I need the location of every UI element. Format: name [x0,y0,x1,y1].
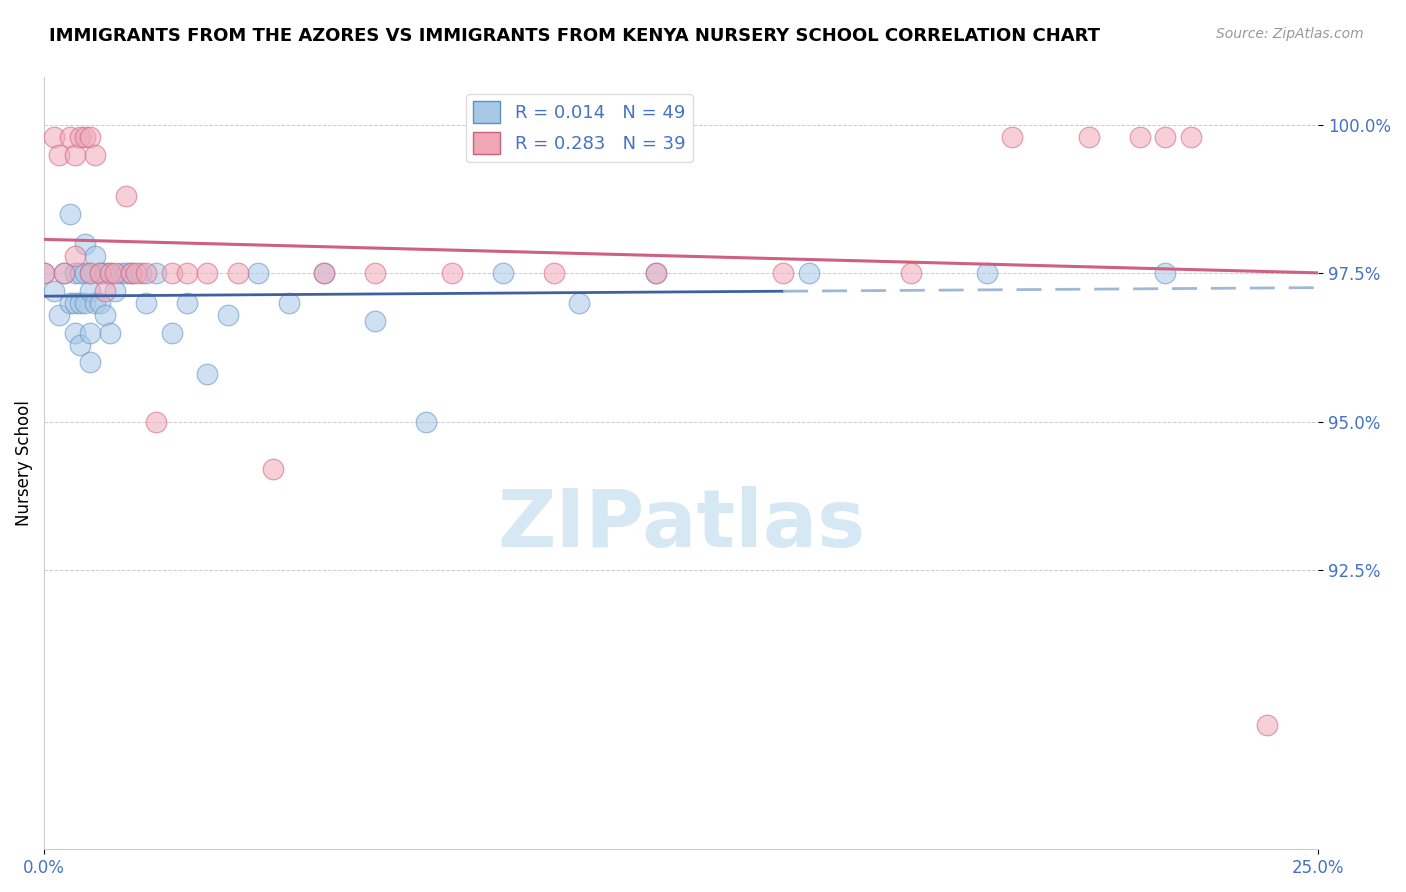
Point [1129,129,1152,144]
Point [89,296,111,310]
Point [543,266,565,280]
Point [364,314,387,328]
Point [79,266,101,280]
Point [110,266,132,280]
Point [797,266,820,280]
Point [79,266,101,280]
Point [73,296,96,310]
Point [63,266,86,280]
Point [98,266,121,280]
Point [195,266,218,280]
Point [32,266,55,280]
Point [104,284,127,298]
Point [79,284,101,298]
Point [48,308,70,322]
Text: Source: ZipAtlas.com: Source: ZipAtlas.com [1216,27,1364,41]
Point [98,326,121,340]
Point [1180,129,1202,144]
Point [58,296,80,310]
Point [114,266,136,280]
Point [176,296,198,310]
Point [364,266,387,280]
Point [79,129,101,144]
Text: ZIPatlas: ZIPatlas [498,486,865,564]
Point [69,337,91,351]
Point [125,266,148,280]
Point [63,248,86,262]
Point [129,266,152,280]
Point [94,308,117,322]
Point [120,266,142,280]
Point [160,266,183,280]
Point [94,266,117,280]
Point [63,147,86,161]
Point [160,326,183,340]
Point [195,368,218,382]
Point [79,326,101,340]
Point [53,266,76,280]
Point [32,266,55,280]
Point [314,266,336,280]
Point [63,326,86,340]
Point [69,296,91,310]
Point [226,266,249,280]
Point [415,415,437,429]
Point [114,189,136,203]
Point [568,296,591,310]
Point [1001,129,1024,144]
Point [120,266,142,280]
Point [63,296,86,310]
Point [58,207,80,221]
Point [1077,129,1099,144]
Point [314,266,336,280]
Point [84,147,107,161]
Point [58,129,80,144]
Point [104,266,127,280]
Legend: R = 0.014   N = 49, R = 0.283   N = 39: R = 0.014 N = 49, R = 0.283 N = 39 [465,95,693,161]
Point [1256,717,1278,731]
Point [772,266,794,280]
Point [135,296,157,310]
Point [176,266,198,280]
Point [89,266,111,280]
Point [135,266,157,280]
Point [69,129,91,144]
Point [247,266,270,280]
Point [94,284,117,298]
Point [900,266,922,280]
Point [73,236,96,251]
Point [48,147,70,161]
Point [644,266,666,280]
Point [644,266,666,280]
Point [44,129,66,144]
Point [277,296,299,310]
Point [79,355,101,369]
Point [492,266,515,280]
Point [1154,129,1177,144]
Point [84,248,107,262]
Point [69,266,91,280]
Point [440,266,463,280]
Point [84,296,107,310]
Point [73,129,96,144]
Point [1154,266,1177,280]
Point [98,266,121,280]
Point [145,266,167,280]
Point [53,266,76,280]
Point [89,266,111,280]
Text: IMMIGRANTS FROM THE AZORES VS IMMIGRANTS FROM KENYA NURSERY SCHOOL CORRELATION C: IMMIGRANTS FROM THE AZORES VS IMMIGRANTS… [49,27,1101,45]
Point [145,415,167,429]
Point [262,462,284,476]
Point [73,266,96,280]
Y-axis label: Nursery School: Nursery School [15,401,32,526]
Point [217,308,239,322]
Point [44,284,66,298]
Point [976,266,998,280]
